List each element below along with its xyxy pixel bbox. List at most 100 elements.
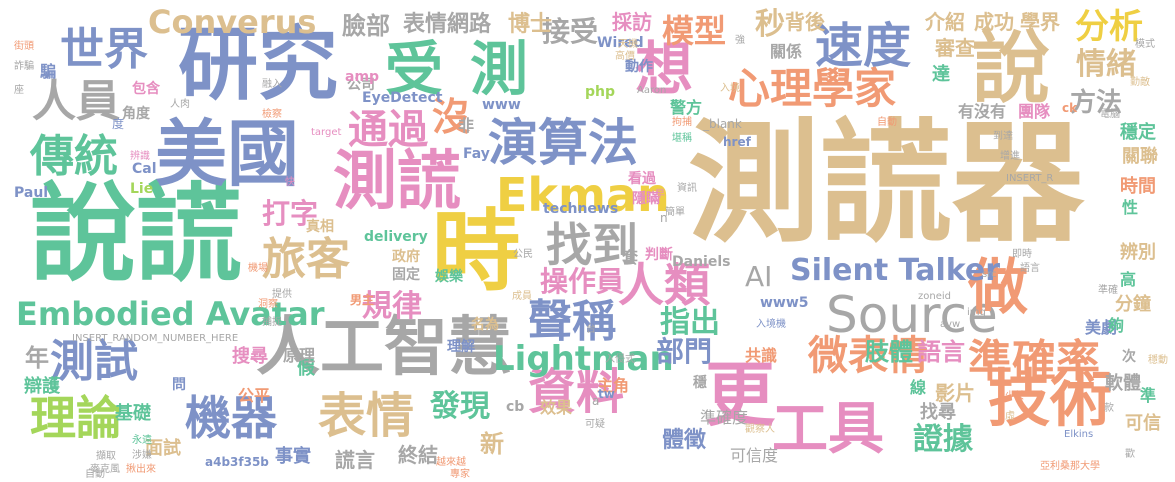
- cloud-word: 街頭: [14, 41, 34, 52]
- cloud-word: 非: [458, 116, 475, 135]
- cloud-word: 找尋: [920, 402, 956, 423]
- cloud-word: 工具: [772, 397, 884, 462]
- cloud-word: 學界: [1020, 10, 1060, 34]
- cloud-word: 亞利桑那大學: [1040, 461, 1100, 472]
- cloud-word: 部門: [656, 335, 713, 368]
- cloud-word: 美劇: [1085, 318, 1118, 337]
- cloud-word: delivery: [364, 229, 428, 245]
- cloud-word: 找到: [546, 218, 638, 272]
- cloud-word: 提供: [272, 289, 292, 300]
- cloud-word: 事實: [275, 446, 311, 467]
- cloud-word: 越來越: [436, 457, 466, 468]
- cloud-word: 辨別: [1120, 242, 1156, 263]
- cloud-word: 真相: [306, 219, 334, 235]
- cloud-word: img: [967, 307, 986, 318]
- cloud-word: 台: [586, 324, 596, 335]
- cloud-word: 辯護: [24, 376, 60, 397]
- cloud-word: 人工智慧: [256, 311, 512, 385]
- cloud-word: a4b3f35b: [205, 455, 269, 469]
- cloud-word: 高: [1120, 270, 1137, 289]
- cloud-word: 判斷: [645, 247, 673, 263]
- cloud-word: 分析: [1075, 7, 1143, 47]
- cloud-word: 次: [1122, 349, 1136, 365]
- cloud-word: 測試: [50, 336, 138, 387]
- cloud-word: Cal: [132, 161, 157, 177]
- cloud-word: Lie: [130, 181, 154, 197]
- cloud-word: 技術: [988, 362, 1113, 435]
- cloud-word: 規律: [362, 289, 422, 324]
- cloud-word: 自動: [85, 469, 105, 480]
- cloud-word: 有沒有: [958, 102, 1007, 121]
- cloud-word: Fay: [463, 146, 490, 162]
- cloud-word: technews: [543, 201, 619, 217]
- cloud-word: 達: [932, 64, 950, 85]
- cloud-word: 勤敵: [1130, 77, 1150, 88]
- cloud-word: 少於: [1005, 391, 1025, 402]
- cloud-word: 主角: [597, 376, 630, 395]
- cloud-word: 心理學家: [728, 64, 897, 113]
- cloud-word: Ekman: [496, 168, 670, 222]
- cloud-word: 準確: [1098, 285, 1118, 296]
- cloud-word: 人肉: [170, 99, 190, 110]
- cloud-word: 審查: [935, 36, 975, 60]
- cloud-word: 公平: [238, 386, 271, 405]
- cloud-word: 做: [968, 253, 1028, 323]
- cloud-word: 秒: [755, 7, 785, 42]
- cloud-word: 時: [432, 200, 521, 303]
- cloud-word: 擷取: [96, 451, 116, 462]
- cloud-word: 人員: [32, 76, 120, 127]
- cloud-word: 語言: [917, 338, 965, 366]
- cloud-word: 機場: [248, 263, 268, 274]
- cloud-word: Paul: [14, 185, 49, 201]
- cloud-word: n: [660, 211, 668, 225]
- cloud-word: 博士: [508, 12, 553, 37]
- cloud-word: 騙: [40, 62, 57, 81]
- cloud-word: 成功: [974, 10, 1014, 34]
- cloud-word: INSERT_RANDOM_NUMBER_HERE: [72, 333, 239, 344]
- cloud-word: 拘捕: [672, 117, 692, 128]
- cloud-word: 簡單: [665, 207, 685, 218]
- cloud-word: tw: [598, 387, 615, 401]
- cloud-word: 入侵式: [605, 354, 635, 365]
- cloud-word: 虛: [1005, 411, 1015, 422]
- cloud-word: 詐騙: [14, 61, 34, 72]
- cloud-word: _blank: [703, 117, 742, 131]
- cloud-word: 肢體: [865, 338, 913, 366]
- cloud-word: 研究: [178, 18, 338, 111]
- cloud-word: 洞察: [258, 299, 278, 310]
- cloud-word: 共識: [745, 346, 778, 365]
- cloud-word: 臉部: [342, 12, 390, 40]
- cloud-word: 天機: [618, 39, 638, 50]
- cloud-word: 基礎: [115, 403, 151, 424]
- cloud-word: 度: [112, 117, 125, 131]
- cloud-word: 背後: [785, 10, 825, 34]
- cloud-word: zoneid: [918, 291, 951, 302]
- cloud-word: 效果: [540, 398, 573, 417]
- cloud-word: 模型: [662, 12, 727, 50]
- cloud-word: 情緒: [1076, 47, 1136, 82]
- cloud-word: 微表情: [808, 333, 928, 379]
- cloud-word: 增進: [1000, 151, 1020, 162]
- cloud-word: AI: [745, 260, 773, 293]
- cloud-word: 觀察人: [745, 424, 775, 435]
- cloud-word: 方法: [1070, 88, 1123, 118]
- cloud-word: 線: [910, 378, 927, 397]
- cloud-word: Source: [826, 286, 998, 344]
- cloud-word: 模式: [1135, 39, 1155, 50]
- cloud-word: 演算法: [488, 114, 638, 172]
- cloud-word: cb: [506, 399, 525, 415]
- cloud-word: 準: [1140, 386, 1157, 405]
- cloud-word: 款: [1104, 403, 1114, 414]
- cloud-word: 性: [1122, 198, 1139, 217]
- cloud-word: 看過: [628, 171, 656, 187]
- cloud-word: a: [592, 394, 600, 408]
- cloud-word: 測: [470, 35, 529, 103]
- cloud-word: 揪出來: [126, 464, 156, 475]
- cloud-word: 測謊器: [688, 107, 1084, 261]
- cloud-word: 通過: [348, 107, 428, 153]
- cloud-word: 強: [735, 35, 745, 46]
- cloud-word: 表情: [318, 388, 415, 444]
- cloud-word: 問: [172, 377, 186, 393]
- cloud-word: 新: [480, 430, 504, 458]
- cloud-word: 可信: [1125, 413, 1161, 434]
